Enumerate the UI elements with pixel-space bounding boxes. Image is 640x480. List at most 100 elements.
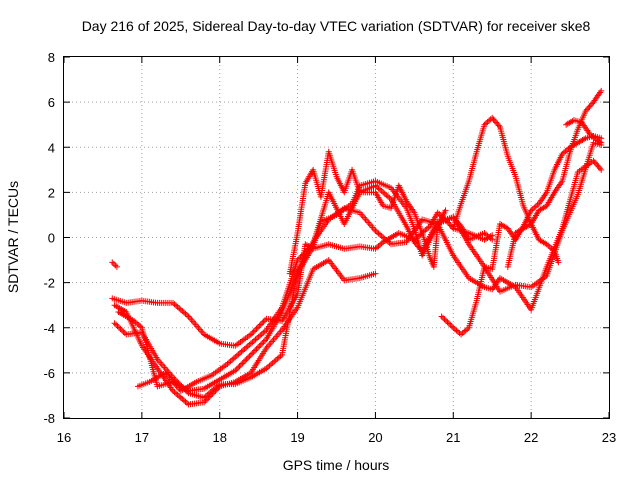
- data-point: [438, 313, 445, 320]
- y-tick-label: -4: [43, 321, 55, 336]
- data-point: [447, 321, 454, 328]
- data-point: [245, 354, 252, 361]
- data-point: [308, 242, 315, 249]
- data-point: [253, 325, 260, 332]
- data-point: [256, 343, 263, 350]
- y-tick-label: 8: [48, 50, 55, 65]
- series-track-1: [109, 259, 120, 270]
- data-point: [249, 330, 256, 337]
- data-point: [254, 324, 261, 331]
- data-point: [259, 320, 266, 327]
- data-point: [120, 328, 127, 335]
- data-point: [441, 316, 448, 323]
- series-track-5: [115, 178, 496, 394]
- data-point: [442, 207, 449, 214]
- data-point: [297, 254, 304, 261]
- data-point: [304, 247, 311, 254]
- x-axis-label: GPS time / hours: [283, 457, 390, 473]
- data-point: [307, 244, 314, 251]
- data-point: [262, 317, 269, 324]
- data-point: [298, 252, 305, 259]
- data-point: [236, 363, 243, 370]
- data-point: [440, 314, 447, 321]
- data-point: [300, 251, 307, 258]
- data-point: [442, 317, 449, 324]
- data-point: [598, 166, 605, 173]
- data-point: [372, 270, 379, 277]
- data-point: [303, 248, 310, 255]
- data-point: [301, 249, 308, 256]
- data-point: [295, 255, 302, 262]
- x-tick-label: 17: [135, 430, 149, 445]
- data-point: [305, 245, 312, 252]
- data-point: [118, 327, 125, 334]
- data-point: [262, 337, 269, 344]
- data-point: [235, 364, 242, 371]
- data-point: [247, 351, 254, 358]
- data-point: [252, 327, 259, 334]
- data-point: [117, 325, 124, 332]
- data-point: [121, 330, 128, 337]
- data-point: [489, 236, 496, 243]
- tick-labels: 16 17 18 19 20 21 22 23 -8 -6 -4 -2 0 2 4 6 8: [43, 50, 616, 445]
- x-tick-label: 21: [446, 430, 460, 445]
- y-tick-label: -8: [43, 411, 55, 426]
- data-point: [237, 361, 244, 368]
- y-axis-label: SDTVAR / TECUs: [5, 181, 21, 293]
- data-point: [242, 357, 249, 364]
- data-point: [259, 340, 266, 347]
- y-tick-label: 6: [48, 95, 55, 110]
- y-tick-label: -2: [43, 276, 55, 291]
- data-point: [445, 320, 452, 327]
- data-point: [239, 360, 246, 367]
- data-point: [232, 367, 239, 374]
- x-tick-label: 18: [212, 430, 226, 445]
- data-point: [257, 341, 264, 348]
- data-point: [253, 346, 260, 353]
- y-tick-label: -6: [43, 366, 55, 381]
- data-point: [598, 139, 605, 146]
- data-point: [256, 322, 263, 329]
- x-tick-label: 16: [57, 430, 71, 445]
- data-point: [111, 320, 118, 327]
- data-point: [260, 318, 267, 325]
- data-point: [257, 321, 264, 328]
- data-point: [596, 138, 603, 145]
- x-tick-label: 22: [524, 430, 538, 445]
- data-point: [294, 257, 301, 264]
- series-track-10: [504, 87, 605, 270]
- y-tick-label: 4: [48, 140, 55, 155]
- x-tick-label: 20: [368, 430, 382, 445]
- series-track-9: [450, 114, 562, 266]
- data-point: [252, 347, 259, 354]
- data-point: [250, 348, 257, 355]
- series-track-11: [563, 117, 605, 146]
- data-point: [113, 263, 120, 270]
- plot-frame: [63, 56, 610, 419]
- data-point: [240, 359, 247, 366]
- data-point: [444, 319, 451, 326]
- data-point: [254, 344, 261, 351]
- x-tick-label: 19: [290, 430, 304, 445]
- data-point: [260, 338, 267, 345]
- chart-title: Day 216 of 2025, Sidereal Day-to-day VTE…: [82, 18, 591, 34]
- x-tick-label: 23: [602, 430, 616, 445]
- series-track-7: [286, 148, 449, 277]
- data-point: [598, 87, 605, 94]
- data-points: [109, 87, 605, 408]
- data-point: [233, 366, 240, 373]
- data-point: [115, 324, 122, 331]
- data-point: [246, 353, 253, 360]
- data-point: [114, 323, 121, 330]
- data-point: [448, 323, 455, 330]
- data-point: [247, 331, 254, 338]
- data-point: [250, 328, 257, 335]
- ticks: [63, 56, 610, 419]
- data-point: [249, 350, 256, 357]
- data-point: [243, 356, 250, 363]
- data-point: [113, 321, 120, 328]
- y-tick-label: 0: [48, 231, 55, 246]
- y-tick-label: 2: [48, 185, 55, 200]
